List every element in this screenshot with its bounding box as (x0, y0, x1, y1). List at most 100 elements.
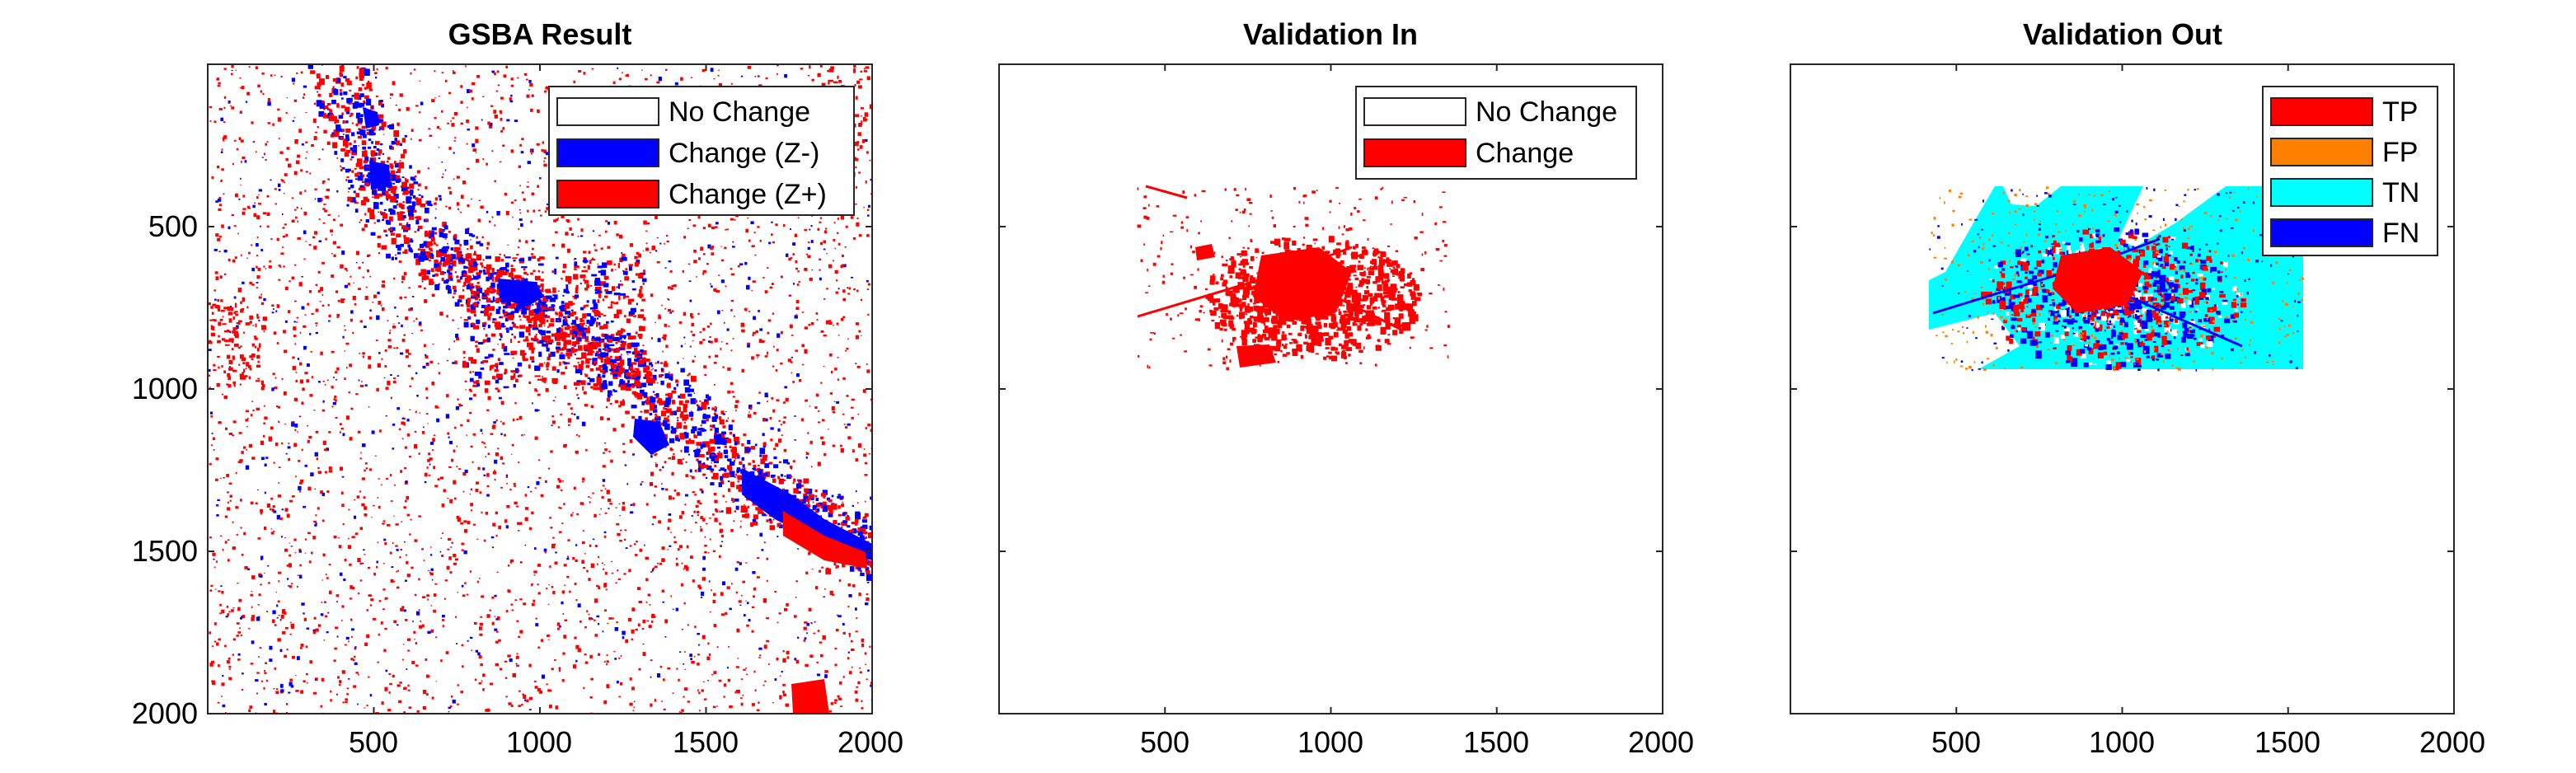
map-pixel (391, 256, 394, 260)
map-pixel (619, 257, 623, 263)
map-pixel (851, 666, 853, 668)
map-pixel (636, 393, 643, 400)
map-pixel (698, 466, 701, 469)
map-pixel (274, 377, 277, 379)
map-pixel (430, 629, 434, 633)
map-pixel (772, 478, 777, 483)
map-pixel (482, 269, 486, 273)
map-pixel (317, 82, 321, 87)
map-pixel (416, 170, 420, 174)
map-pixel (770, 427, 774, 430)
map-pixel (335, 371, 338, 373)
map-pixel (667, 405, 669, 408)
map-pixel (765, 77, 768, 80)
map-pixel (758, 656, 761, 658)
map-pixel (349, 437, 353, 441)
map-pixel (422, 365, 426, 369)
map-pixel (322, 553, 326, 557)
map-pixel (805, 399, 808, 402)
map-pixel (360, 186, 366, 191)
map-pixel (427, 630, 431, 634)
map-pixel (600, 490, 603, 492)
map-pixel (487, 289, 491, 293)
map-pixel (855, 322, 860, 326)
map-pixel (534, 487, 537, 489)
map-pixel (281, 180, 284, 182)
map-pixel (284, 654, 287, 658)
map-pixel (594, 619, 596, 621)
map-pixel (706, 656, 711, 660)
map-pixel (504, 660, 508, 663)
map-pixel (367, 146, 372, 149)
map-pixel (208, 368, 211, 372)
map-pixel (348, 508, 350, 511)
map-pixel (576, 394, 579, 396)
map-pixel (326, 75, 330, 79)
map-pixel (710, 429, 713, 431)
map-pixel (651, 246, 655, 251)
map-pixel (869, 645, 871, 648)
map-pixel (678, 321, 683, 324)
map-pixel (712, 550, 716, 552)
map-pixel (478, 199, 481, 201)
map-pixel (412, 209, 417, 213)
map-pixel (641, 401, 645, 405)
map-pixel (380, 305, 382, 307)
map-pixel (366, 174, 369, 177)
map-pixel (285, 452, 288, 455)
map-pixel (359, 384, 364, 387)
map-pixel (393, 161, 396, 164)
map-pixel (273, 308, 274, 311)
map-pixel (227, 613, 230, 616)
map-pixel (771, 221, 773, 223)
map-pixel (690, 410, 692, 412)
map-pixel (376, 387, 379, 391)
map-pixel (225, 427, 228, 430)
map-pixel (730, 268, 733, 270)
map-pixel (626, 73, 629, 77)
map-pixel (654, 405, 657, 409)
map-pixel (486, 473, 490, 477)
map-pixel (866, 363, 868, 365)
map-pixel (506, 329, 509, 333)
map-pixel (274, 624, 277, 626)
map-pixel (552, 400, 555, 402)
map-pixel (619, 515, 621, 517)
map-pixel (573, 297, 576, 299)
map-pixel (646, 222, 650, 225)
map-pixel (263, 422, 266, 424)
map-pixel (384, 627, 387, 630)
map-pixel (394, 484, 396, 486)
map-pixel (419, 111, 421, 114)
map-pixel (616, 233, 619, 237)
map-pixel (599, 416, 604, 420)
map-pixel (303, 258, 306, 260)
map-pixel (668, 457, 672, 460)
map-pixel (537, 258, 541, 262)
map-pixel (434, 283, 439, 291)
map-pixel (662, 466, 664, 469)
map-pixel (350, 618, 353, 621)
map-pixel (350, 112, 354, 116)
map-pixel (736, 628, 740, 633)
map-pixel (251, 121, 254, 124)
map-pixel (690, 330, 693, 333)
map-pixel (481, 265, 484, 268)
map-pixel (841, 514, 843, 516)
change-map-image (208, 64, 872, 714)
map-pixel (439, 312, 443, 316)
map-pixel (510, 303, 515, 309)
map-pixel (475, 152, 477, 153)
map-pixel (223, 96, 227, 99)
map-pixel (773, 447, 777, 450)
map-pixel (736, 560, 739, 564)
map-pixel (399, 296, 402, 300)
map-pixel (320, 287, 323, 292)
map-pixel (393, 620, 397, 624)
map-pixel (429, 279, 434, 285)
map-pixel (232, 654, 234, 656)
map-pixel (867, 313, 870, 316)
map-pixel (775, 223, 778, 227)
map-pixel (631, 415, 636, 419)
map-pixel (405, 349, 410, 354)
